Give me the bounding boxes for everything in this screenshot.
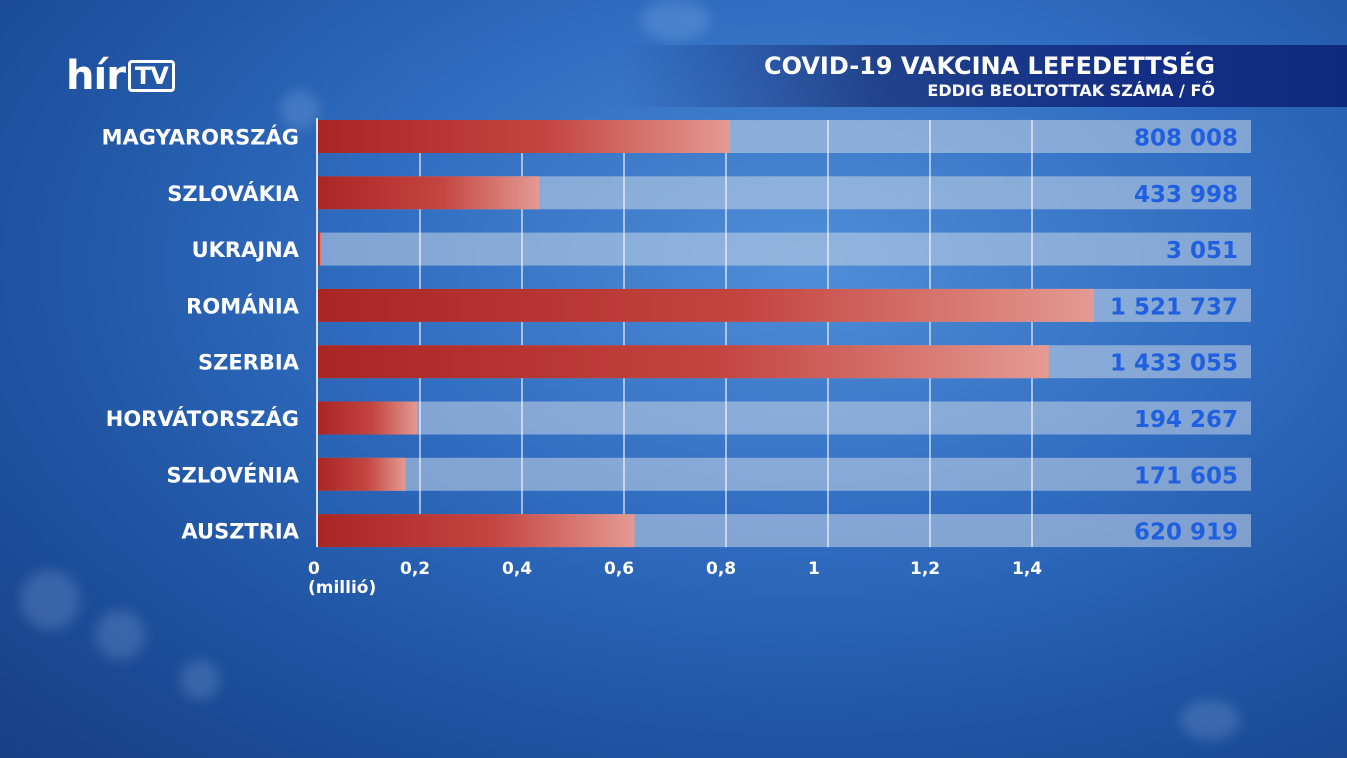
category-label: ROMÁNIA bbox=[186, 293, 300, 318]
bars bbox=[318, 120, 1095, 548]
bar-track bbox=[318, 457, 1251, 491]
x-tick-label: 0,2 bbox=[400, 559, 430, 579]
value-label: 171 605 bbox=[1134, 463, 1238, 489]
bar-track bbox=[318, 401, 1251, 435]
x-tick-label: 0,4 bbox=[502, 559, 532, 579]
category-label: SZLOVÉNIA bbox=[166, 462, 299, 487]
value-label: 433 998 bbox=[1134, 182, 1238, 208]
logo-badge: TV bbox=[127, 60, 175, 92]
labels: MAGYARORSZÁG 808 008 SZLOVÁKIA 433 998 UKRAJ… bbox=[102, 125, 1238, 580]
value-label: 808 008 bbox=[1134, 126, 1238, 152]
bar bbox=[318, 232, 321, 266]
x-tick-label: 0 bbox=[308, 559, 320, 579]
value-label: 1 433 055 bbox=[1110, 351, 1238, 377]
value-label: 1 521 737 bbox=[1110, 294, 1238, 320]
bar-track bbox=[318, 232, 1251, 266]
x-tick-label: 1 bbox=[808, 559, 820, 579]
category-label: AUSZTRIA bbox=[181, 520, 299, 544]
value-label: 194 267 bbox=[1134, 407, 1238, 433]
bar bbox=[318, 457, 406, 491]
x-tick-label: 1,4 bbox=[1012, 559, 1042, 579]
hirtv-logo: hír TV bbox=[66, 56, 175, 96]
x-tick-label: 0,6 bbox=[604, 559, 634, 579]
category-label: HORVÁTORSZÁG bbox=[106, 406, 299, 431]
axis-unit-label: (millió) bbox=[308, 578, 377, 598]
chart-title: COVID-19 VAKCINA LEFEDETTSÉG bbox=[763, 52, 1215, 80]
category-label: SZERBIA bbox=[198, 351, 300, 375]
category-label: SZLOVÁKIA bbox=[167, 181, 299, 206]
logo-main: hír bbox=[66, 53, 126, 99]
bar bbox=[318, 288, 1095, 322]
category-label: MAGYARORSZÁG bbox=[102, 125, 299, 150]
category-label: UKRAJNA bbox=[192, 238, 300, 262]
title-band bbox=[620, 45, 1347, 107]
value-label: 620 919 bbox=[1134, 520, 1238, 546]
bar bbox=[318, 514, 635, 548]
value-label: 3 051 bbox=[1166, 238, 1238, 264]
chart-subtitle: EDDIG BEOLTOTTAK SZÁMA / FŐ bbox=[927, 81, 1215, 100]
bar bbox=[318, 120, 731, 153]
bar bbox=[318, 176, 540, 210]
x-tick-label: 1,2 bbox=[910, 559, 940, 579]
x-tick-label: 0,8 bbox=[706, 559, 736, 579]
bar bbox=[318, 345, 1049, 379]
bar bbox=[318, 401, 418, 435]
